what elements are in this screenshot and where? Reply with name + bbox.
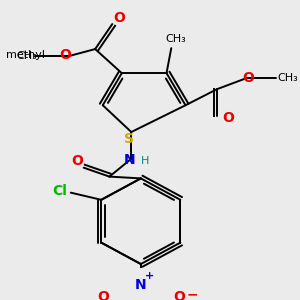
Text: O: O: [173, 290, 185, 300]
Text: −: −: [186, 287, 198, 300]
Text: O: O: [242, 70, 254, 85]
Text: Cl: Cl: [52, 184, 67, 198]
Text: O: O: [60, 48, 72, 62]
Text: N: N: [124, 153, 135, 167]
Text: methyl: methyl: [6, 50, 45, 60]
Text: O: O: [97, 290, 109, 300]
Text: O: O: [113, 11, 125, 25]
Text: H: H: [140, 156, 149, 166]
Text: O: O: [222, 111, 234, 125]
Text: CH₃: CH₃: [16, 51, 37, 61]
Text: CH₃: CH₃: [278, 74, 298, 83]
Text: +: +: [145, 271, 154, 281]
Text: CH₃: CH₃: [166, 34, 186, 44]
Text: N: N: [135, 278, 147, 292]
Text: O: O: [71, 154, 83, 168]
Text: S: S: [124, 132, 134, 146]
